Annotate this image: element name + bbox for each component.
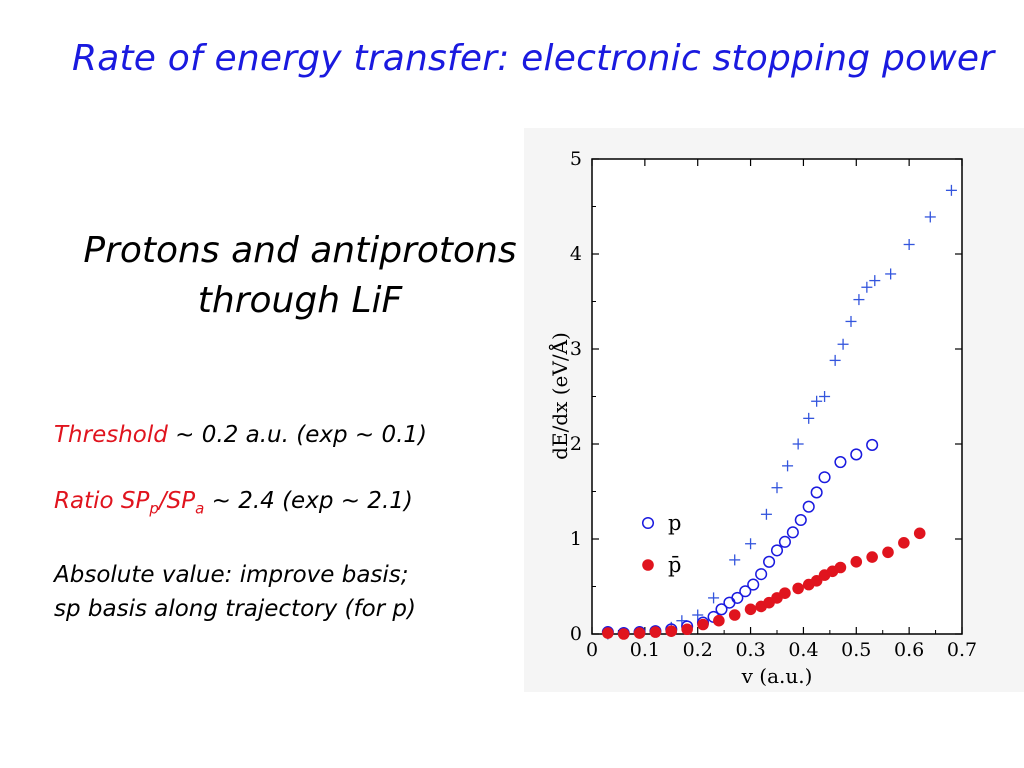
x-axis-label: v (a.u.) <box>741 664 813 688</box>
proton-point <box>739 585 752 598</box>
antiproton-point <box>713 614 725 627</box>
plus-series-point <box>861 281 873 293</box>
antiproton-point <box>697 618 709 631</box>
absolute-note-line-1: Absolute value: improve basis; <box>54 561 409 588</box>
slide-title: Rate of energy transfer: electronic stop… <box>72 38 995 79</box>
antiproton-point <box>866 551 878 563</box>
y-axis-label: dE/dx (eV/Å) <box>547 332 572 460</box>
antiproton-point <box>728 609 741 621</box>
ratio-note: Ratio SPp/SPa ~ 2.4 (exp ~ 2.1) <box>54 484 427 526</box>
legend-label: p̄ <box>668 553 681 577</box>
plus-series-point <box>729 554 741 566</box>
plus-series-point <box>708 592 720 604</box>
plus-series-point <box>829 354 841 366</box>
proton-point <box>786 526 799 539</box>
plus-series-point <box>845 315 857 327</box>
plus-series-point <box>760 508 772 520</box>
antiproton-point <box>792 582 804 595</box>
x-tick-label: 0.1 <box>630 639 660 661</box>
subtitle: Protons and antiprotons through LiF <box>40 226 560 326</box>
x-tick-label: 0.3 <box>735 639 765 661</box>
proton-point <box>755 568 768 581</box>
plus-series-point <box>692 609 704 621</box>
y-tick-label: 5 <box>570 148 582 170</box>
antiproton-point <box>617 628 630 640</box>
legend-marker-p <box>641 516 655 530</box>
antiproton-point <box>850 556 863 568</box>
x-tick-label: 0.2 <box>683 639 713 661</box>
x-tick-label: 0.6 <box>894 639 924 661</box>
antiproton-point <box>882 546 894 559</box>
threshold-label: Threshold <box>54 422 168 448</box>
antiproton-point <box>834 561 847 574</box>
stopping-power-chart: 0 0.1 0.2 0.3 0.4 0.5 0.6 0.7 0 1 2 3 4 5 p p̄ v (a.u.… <box>547 148 977 688</box>
legend-label: p <box>668 511 681 535</box>
proton-point <box>834 456 847 469</box>
legend-marker-pbar <box>642 559 654 571</box>
y-tick-label: 0 <box>570 623 582 645</box>
proton-point <box>794 513 807 527</box>
subtitle-line-1: Protons and antiprotons <box>83 230 517 271</box>
ratio-slash: /SP <box>158 488 196 514</box>
plus-series-point <box>819 391 831 402</box>
x-tick-label: 0 <box>586 639 598 661</box>
proton-point <box>778 535 791 548</box>
antiproton-point <box>633 627 646 639</box>
absolute-note-line-2: sp basis along trajectory (for p) <box>54 595 417 622</box>
antiproton-point <box>649 626 662 638</box>
y-tick-label: 4 <box>570 243 582 265</box>
proton-point <box>747 578 760 591</box>
ratio-sub-p: p <box>149 499 159 518</box>
plus-series-point <box>803 412 815 424</box>
threshold-note: Threshold ~ 0.2 a.u. (exp ~ 0.1) <box>54 418 427 452</box>
proton-point <box>763 555 776 568</box>
plus-series-point <box>869 275 881 287</box>
antiproton-point <box>779 587 791 599</box>
proton-point <box>731 591 744 604</box>
plus-series-point <box>771 482 783 494</box>
y-tick-label: 1 <box>570 528 582 550</box>
proton-point <box>715 603 728 616</box>
plus-series-point <box>903 239 915 250</box>
notes-block: Threshold ~ 0.2 a.u. (exp ~ 0.1) Ratio S… <box>54 418 427 626</box>
y-tick-label: 2 <box>570 433 582 455</box>
threshold-text: ~ 0.2 a.u. (exp ~ 0.1) <box>167 422 428 448</box>
ratio-text: ~ 2.4 (exp ~ 2.1) <box>204 488 413 514</box>
proton-point <box>850 448 863 461</box>
proton-point <box>770 544 784 557</box>
y-tick-label: 3 <box>570 338 582 360</box>
antiproton-point <box>602 627 614 639</box>
proton-point <box>802 500 815 513</box>
plus-series-point <box>924 211 936 223</box>
plus-series-point <box>837 338 849 350</box>
plus-series-point <box>782 460 794 472</box>
proton-point <box>818 471 831 484</box>
plus-series-point <box>811 395 823 407</box>
proton-point <box>866 438 879 452</box>
plus-series-point <box>945 184 957 196</box>
antiproton-point <box>744 603 757 616</box>
ratio-label-sp: Ratio SP <box>54 488 150 514</box>
ratio-sub-a: a <box>195 499 205 518</box>
antiproton-point <box>913 527 926 540</box>
antiproton-point <box>665 625 678 637</box>
x-tick-label: 0.5 <box>841 639 871 661</box>
x-tick-label: 0.7 <box>947 639 977 661</box>
x-tick-label: 0.4 <box>788 639 818 661</box>
legend-cover <box>607 171 810 391</box>
ratio-label: Ratio SPp/SPa <box>54 488 204 518</box>
plus-series-point <box>885 268 897 280</box>
subtitle-line-2: through LiF <box>197 280 403 321</box>
plus-series-point <box>853 294 865 306</box>
plus-series-point <box>792 438 804 450</box>
plus-series-point <box>745 538 757 550</box>
chart-panel: 0 0.1 0.2 0.3 0.4 0.5 0.6 0.7 0 1 2 3 4 5 p p̄ v (a.u.… <box>524 128 1024 692</box>
proton-point <box>810 486 823 499</box>
antiproton-point <box>898 537 910 549</box>
antiproton-point <box>681 623 693 636</box>
